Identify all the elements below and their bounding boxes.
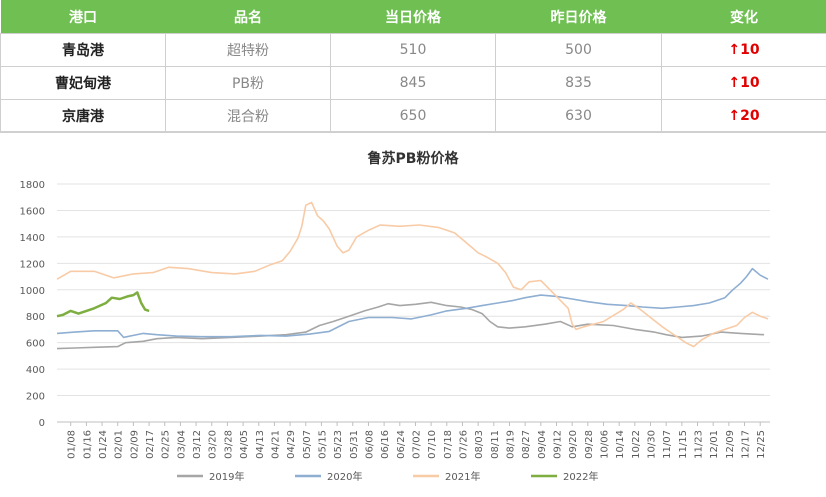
y-tick-label: 1800 <box>20 180 45 191</box>
y-tick-label: 1600 <box>20 206 45 217</box>
x-tick-label: 05/07 <box>302 430 313 459</box>
x-tick-label: 08/19 <box>505 430 516 459</box>
y-tick-label: 1000 <box>20 286 45 297</box>
legend-label: 2022年 <box>563 470 598 483</box>
yesterday-price-cell: 500 <box>496 34 662 67</box>
header-change: 变化 <box>662 0 826 34</box>
y-tick-label: 1200 <box>20 259 45 270</box>
product-cell: 超特粉 <box>166 34 331 67</box>
y-tick-label: 400 <box>26 365 45 376</box>
x-tick-label: 06/08 <box>364 430 375 459</box>
port-cell: 青岛港 <box>1 34 166 67</box>
change-cell: ↑20 <box>662 100 826 133</box>
x-tick-label: 07/26 <box>458 430 469 459</box>
x-tick-label: 08/11 <box>490 430 501 459</box>
x-tick-label: 10/22 <box>631 430 642 459</box>
series-line-2022年 <box>57 292 149 316</box>
x-tick-label: 08/27 <box>521 430 532 459</box>
x-tick-label: 02/01 <box>114 430 125 459</box>
x-tick-label: 04/05 <box>239 430 250 459</box>
line-chart-svg: 鲁苏PB粉价格 0 200 400 600 800 1000 1200 1400 1600 1800… <box>0 132 826 496</box>
table-row: 曹妃甸港 PB粉 845 835 ↑10 <box>1 67 826 100</box>
x-tick-label: 01/16 <box>82 430 93 459</box>
today-price-cell: 510 <box>331 34 496 67</box>
x-tick-label: 06/16 <box>380 430 391 459</box>
legend-label: 2021年 <box>445 470 480 483</box>
x-tick-label: 07/18 <box>443 430 454 459</box>
series-line-2019年 <box>57 302 764 348</box>
chart-title: 鲁苏PB粉价格 <box>367 150 460 167</box>
x-tick-label: 03/12 <box>192 430 203 459</box>
x-tick-label: 09/12 <box>552 430 563 459</box>
x-tick-label: 05/15 <box>317 430 328 459</box>
header-yesterday-price: 昨日价格 <box>496 0 662 34</box>
x-tick-label: 07/10 <box>427 430 438 459</box>
product-cell: PB粉 <box>166 67 331 100</box>
y-tick-label: 800 <box>26 312 45 323</box>
x-tick-label: 11/07 <box>662 430 673 459</box>
x-tick-label: 09/04 <box>537 430 548 459</box>
x-tick-label: 11/23 <box>694 430 705 459</box>
x-tick-label: 04/21 <box>270 430 281 459</box>
y-tick-label: 0 <box>39 418 45 429</box>
x-tick-label: 08/03 <box>474 430 485 459</box>
x-tick-label: 10/14 <box>615 430 626 459</box>
x-tick-label: 07/02 <box>411 430 422 459</box>
x-tick-label: 01/24 <box>98 430 109 459</box>
header-product: 品名 <box>166 0 331 34</box>
x-tick-label: 02/09 <box>129 430 140 459</box>
y-tick-label: 200 <box>26 392 45 403</box>
series-line-2021年 <box>57 203 768 347</box>
product-cell: 混合粉 <box>166 100 331 133</box>
change-cell: ↑10 <box>662 34 826 67</box>
legend-label: 2020年 <box>327 470 362 483</box>
x-tick-label: 12/01 <box>709 430 720 459</box>
x-tick-label: 04/29 <box>286 430 297 459</box>
price-chart: 鲁苏PB粉价格 0 200 400 600 800 1000 1200 1400 1600 1800… <box>0 131 826 497</box>
x-tick-label: 01/08 <box>67 430 78 459</box>
x-tick-label: 09/28 <box>584 430 595 459</box>
x-tick-label: 10/30 <box>647 430 658 459</box>
x-tick-label: 03/20 <box>208 430 219 459</box>
x-tick-label: 06/24 <box>396 430 407 459</box>
port-cell: 京唐港 <box>1 100 166 133</box>
x-tick-label: 12/25 <box>756 430 767 459</box>
y-tick-label: 1400 <box>20 233 45 244</box>
x-tick-label: 02/25 <box>161 430 172 459</box>
y-tick-label: 600 <box>26 339 45 350</box>
x-tick-label: 11/15 <box>678 430 689 459</box>
today-price-cell: 845 <box>331 67 496 100</box>
yesterday-price-cell: 630 <box>496 100 662 133</box>
yesterday-price-cell: 835 <box>496 67 662 100</box>
port-cell: 曹妃甸港 <box>1 67 166 100</box>
today-price-cell: 650 <box>331 100 496 133</box>
series-line-2020年 <box>57 269 768 338</box>
x-tick-label: 10/06 <box>600 430 611 459</box>
x-tick-label: 03/04 <box>176 430 187 459</box>
x-tick-label: 12/09 <box>725 430 736 459</box>
x-tick-label: 04/13 <box>255 430 266 459</box>
x-tick-label: 12/17 <box>741 430 752 459</box>
x-tick-label: 09/20 <box>568 430 579 459</box>
x-tick-label: 05/23 <box>333 430 344 459</box>
table-header-row: 港口 品名 当日价格 昨日价格 变化 <box>1 0 826 34</box>
table-row: 青岛港 超特粉 510 500 ↑10 <box>1 34 826 67</box>
table-row: 京唐港 混合粉 650 630 ↑20 <box>1 100 826 133</box>
legend-label: 2019年 <box>209 470 244 483</box>
header-today-price: 当日价格 <box>331 0 496 34</box>
x-tick-label: 03/28 <box>223 430 234 459</box>
x-tick-label: 05/31 <box>349 430 360 459</box>
change-cell: ↑10 <box>662 67 826 100</box>
price-table: 港口 品名 当日价格 昨日价格 变化 青岛港 超特粉 510 500 ↑10 曹… <box>0 0 826 133</box>
header-port: 港口 <box>1 0 166 34</box>
x-tick-label: 02/17 <box>145 430 156 459</box>
